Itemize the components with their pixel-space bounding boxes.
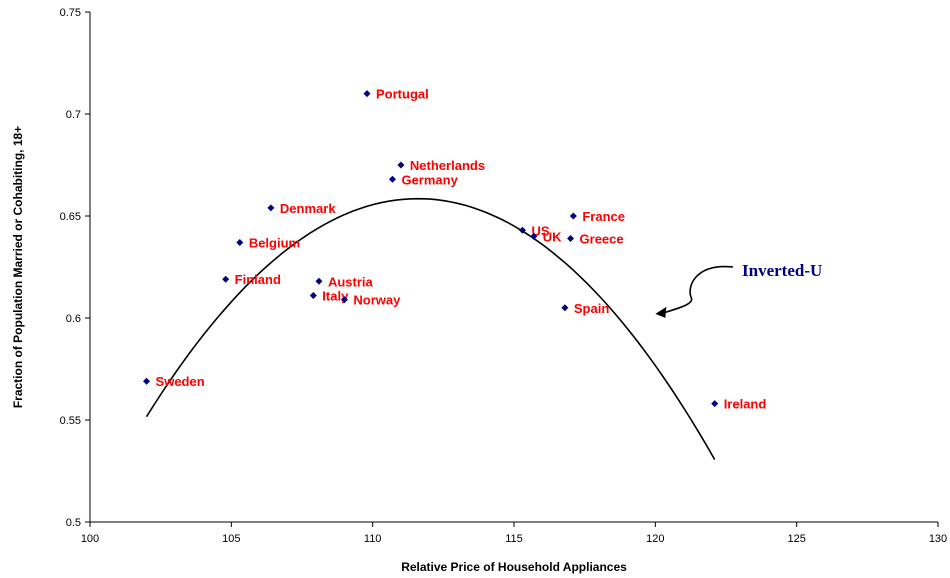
data-point-netherlands bbox=[397, 162, 404, 169]
x-tick-label: 115 bbox=[505, 533, 523, 545]
x-axis-title: Relative Price of Household Appliances bbox=[401, 560, 627, 574]
inverted-u-trendline bbox=[147, 199, 715, 460]
annotation-arrow-head bbox=[655, 307, 666, 318]
y-axis-ticks: 0.5 0.55 0.6 0.65 0.7 0.75 bbox=[60, 7, 90, 529]
data-label-uk: UK bbox=[543, 229, 562, 244]
data-label-portugal: Portugal bbox=[376, 87, 429, 102]
data-point-greece bbox=[567, 235, 574, 242]
y-tick-label: 0.7 bbox=[66, 109, 81, 121]
y-axis-title: Fraction of Population Married or Cohabi… bbox=[11, 126, 25, 408]
data-label-sweden: Sweden bbox=[156, 374, 205, 389]
data-label-netherlands: Netherlands bbox=[410, 158, 485, 173]
x-tick-label: 105 bbox=[222, 533, 240, 545]
data-label-greece: Greece bbox=[580, 231, 624, 246]
y-tick-label: 0.65 bbox=[60, 211, 81, 223]
x-tick-label: 130 bbox=[929, 533, 947, 545]
annotation-label: Inverted-U bbox=[742, 261, 822, 280]
annotation-arrow bbox=[663, 267, 733, 313]
data-label-germany: Germany bbox=[401, 172, 458, 187]
data-label-finland: Finland bbox=[235, 272, 281, 287]
data-label-norway: Norway bbox=[353, 293, 401, 308]
y-tick-label: 0.5 bbox=[66, 517, 81, 529]
data-point-ireland bbox=[711, 400, 718, 407]
y-tick-label: 0.6 bbox=[66, 313, 81, 325]
data-point-italy bbox=[310, 292, 317, 299]
data-point-portugal bbox=[364, 90, 371, 97]
data-label-france: France bbox=[582, 209, 625, 224]
x-axis-ticks: 100 105 110 115 120 125 130 bbox=[81, 522, 947, 545]
x-tick-label: 110 bbox=[364, 533, 382, 545]
data-label-spain: Spain bbox=[574, 301, 609, 316]
data-label-belgium: Belgium bbox=[249, 236, 300, 251]
inverted-u-annotation: Inverted-U bbox=[655, 261, 822, 318]
data-point-germany bbox=[389, 176, 396, 183]
data-point-denmark bbox=[267, 204, 274, 211]
data-point-belgium bbox=[236, 239, 243, 246]
data-point-spain bbox=[561, 304, 568, 311]
data-point-austria bbox=[315, 278, 322, 285]
x-tick-label: 125 bbox=[787, 533, 805, 545]
data-point-finland bbox=[222, 276, 229, 283]
y-tick-label: 0.55 bbox=[60, 415, 81, 427]
data-label-ireland: Ireland bbox=[724, 397, 767, 412]
data-label-austria: Austria bbox=[328, 274, 374, 289]
x-tick-label: 100 bbox=[81, 533, 99, 545]
data-label-denmark: Denmark bbox=[280, 201, 336, 216]
y-tick-label: 0.75 bbox=[60, 7, 81, 19]
data-point-france bbox=[570, 213, 577, 220]
data-point-sweden bbox=[143, 378, 150, 385]
x-tick-label: 120 bbox=[646, 533, 664, 545]
